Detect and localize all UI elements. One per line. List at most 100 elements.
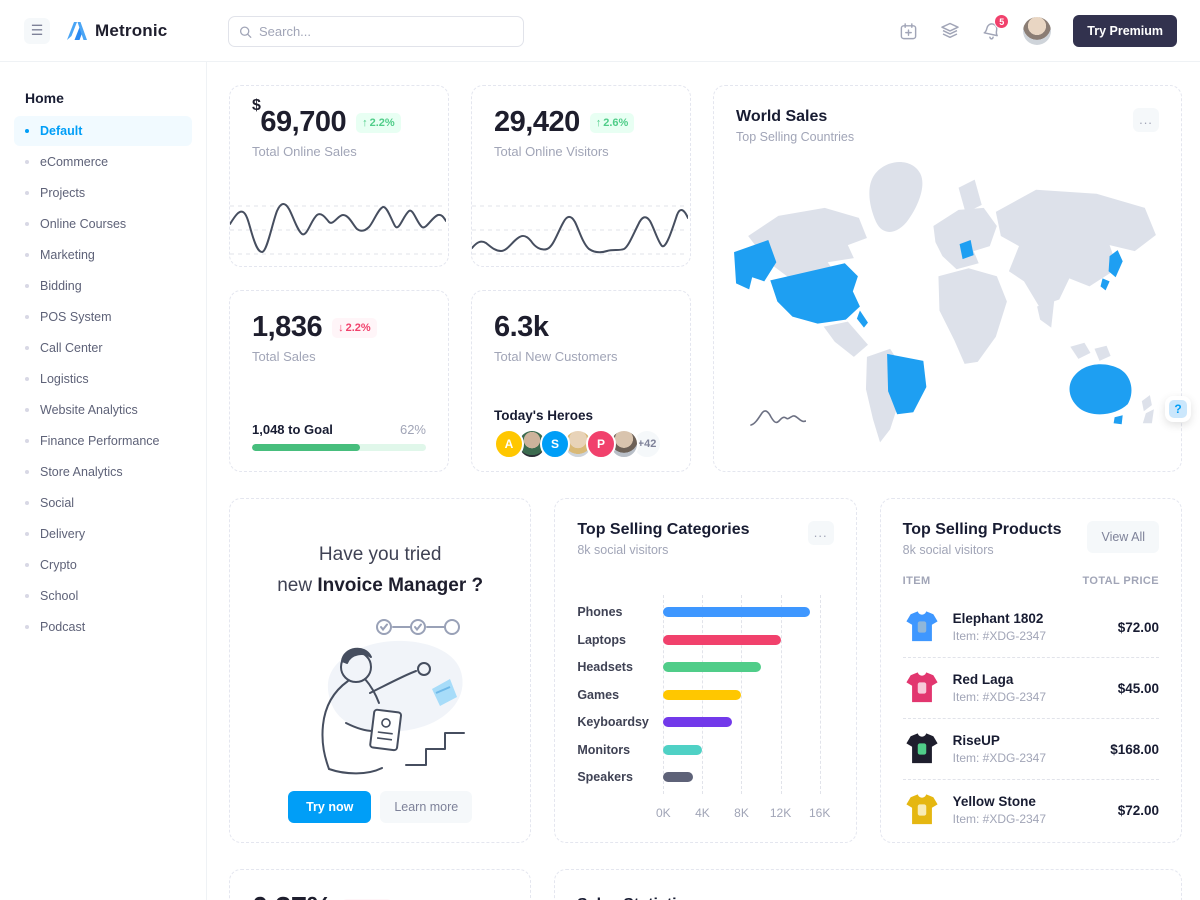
bullet-icon — [25, 377, 29, 381]
product-price: $45.00 — [1117, 680, 1159, 696]
product-price: $168.00 — [1110, 741, 1159, 757]
product-sku: Item: #XDG-2347 — [952, 812, 1047, 826]
sidebar-item-store-analytics[interactable]: Store Analytics — [14, 457, 192, 487]
bar-row: Laptops — [577, 629, 819, 651]
sidebar-item-finance-performance[interactable]: Finance Performance — [14, 426, 192, 456]
bar-row: Monitors — [577, 739, 819, 761]
categories-bar-chart: Phones Laptops Headsets Games Keyboardsy… — [577, 595, 821, 794]
product-sku: Item: #XDG-2347 — [952, 751, 1047, 765]
sidebar-item-social[interactable]: Social — [14, 488, 192, 518]
bullet-icon — [25, 439, 29, 443]
visitors-sparkline-chart — [472, 205, 688, 255]
search-input[interactable] — [258, 24, 513, 39]
hamburger-menu-icon[interactable]: ☰ — [24, 17, 50, 44]
sidebar-item-crypto[interactable]: Crypto — [14, 550, 192, 580]
view-all-button[interactable]: View All — [1087, 521, 1159, 553]
sidebar-item-pos-system[interactable]: POS System — [14, 302, 192, 332]
col-item: ITEM — [902, 575, 931, 587]
bar-row: Games — [577, 684, 819, 706]
total-sales-value: 1,836 — [252, 311, 323, 343]
sidebar-item-delivery[interactable]: Delivery — [14, 519, 192, 549]
ellipsis-menu-icon[interactable]: ... — [1133, 108, 1159, 132]
help-button[interactable]: ? — [1165, 396, 1191, 422]
world-map-svg — [734, 161, 1156, 443]
table-row[interactable]: Red Laga Item: #XDG-2347 $45.00 — [902, 658, 1159, 719]
products-subtitle: 8k social visitors — [902, 543, 994, 557]
user-avatar[interactable] — [1023, 17, 1052, 45]
sidebar-item-school[interactable]: School — [14, 581, 192, 611]
online-sales-label: Total Online Sales — [252, 144, 357, 159]
bullet-icon — [25, 563, 29, 567]
product-name[interactable]: RiseUP — [952, 733, 1000, 748]
bar-games[interactable] — [663, 689, 742, 700]
sidebar-item-ecommerce[interactable]: eCommerce — [14, 147, 192, 177]
table-row[interactable]: RiseUP Item: #XDG-2347 $168.00 — [902, 719, 1159, 780]
layers-icon[interactable] — [940, 21, 960, 41]
table-row[interactable]: Yellow Stone Item: #XDG-2347 $72.00 — [903, 780, 1159, 840]
ellipsis-menu-icon[interactable]: ... — [807, 521, 834, 545]
sidebar-item-marketing[interactable]: Marketing — [14, 240, 192, 270]
map-mini-sparkline — [750, 410, 806, 426]
card-total-online-sales: $69,700 ↑ 2.2% Total Online Sales — [229, 85, 449, 267]
bar-monitors[interactable] — [663, 744, 703, 755]
invoice-illustration — [321, 619, 466, 775]
tshirt-thumbnail — [903, 608, 941, 646]
bar-speakers[interactable] — [663, 772, 693, 782]
online-visitors-delta-badge: ↑ 2.6% — [589, 112, 635, 133]
bar-laptops[interactable] — [663, 634, 781, 645]
bar-row: Keyboardsy — [577, 711, 819, 733]
card-conversion-rate: 0.37% ↑8.02% — [229, 869, 531, 900]
product-name[interactable]: Red Laga — [952, 672, 1014, 687]
table-row[interactable]: Elephant 1802 Item: #XDG-2347 $72.00 — [902, 597, 1159, 658]
total-sales-delta-badge: ↓ 2.2% — [332, 317, 377, 338]
tshirt-thumbnail — [903, 730, 941, 768]
sales-sparkline-chart — [230, 203, 446, 255]
try-premium-button[interactable]: Try Premium — [1073, 15, 1177, 47]
sidebar-item-projects[interactable]: Projects — [14, 178, 192, 208]
conversion-delta-badge: ↑8.02% — [341, 898, 393, 900]
conversion-value: 0.37% — [252, 892, 332, 900]
bullet-icon — [25, 470, 29, 474]
total-sales-label: Total Sales — [252, 349, 316, 364]
bullet-icon — [25, 160, 29, 164]
tshirt-thumbnail — [903, 669, 941, 707]
bar-keyboardsy[interactable] — [663, 717, 732, 727]
sidebar-item-call-center[interactable]: Call Center — [14, 333, 192, 363]
sidebar-item-logistics[interactable]: Logistics — [14, 364, 192, 394]
product-sku: Item: #XDG-2347 — [952, 690, 1047, 704]
product-name[interactable]: Elephant 1802 — [952, 611, 1044, 626]
bullet-icon — [25, 315, 29, 319]
bar-headsets[interactable] — [663, 662, 762, 672]
bullet-icon — [25, 129, 29, 133]
goal-label: 1,048 to Goal — [252, 422, 333, 437]
brand-name: Metronic — [95, 20, 168, 40]
online-sales-delta-badge: ↑ 2.2% — [356, 112, 401, 133]
bullet-icon — [25, 625, 29, 629]
avatar-more-count[interactable]: +42 — [632, 429, 662, 459]
sidebar-item-podcast[interactable]: Podcast — [14, 612, 192, 642]
avatar-initial[interactable]: S — [540, 429, 570, 459]
world-map[interactable] — [726, 148, 1169, 463]
learn-more-button[interactable]: Learn more — [380, 791, 473, 823]
sidebar-item-website-analytics[interactable]: Website Analytics — [14, 395, 192, 425]
bar-phones[interactable] — [663, 607, 810, 617]
metronic-logo-icon — [67, 21, 87, 40]
top-header: ☰ Metronic — [0, 0, 1200, 62]
sidebar-item-default[interactable]: Default — [14, 116, 192, 146]
product-price: $72.00 — [1117, 802, 1159, 818]
bullet-icon — [25, 191, 29, 195]
sidebar-item-online-courses[interactable]: Online Courses — [14, 209, 192, 239]
search-bar[interactable] — [228, 16, 524, 47]
sidebar-item-bidding[interactable]: Bidding — [14, 271, 192, 301]
bullet-icon — [25, 501, 29, 505]
world-sales-title: World Sales — [736, 108, 828, 125]
new-customers-value: 6.3k — [494, 311, 549, 343]
calendar-add-icon[interactable] — [899, 22, 918, 41]
try-now-button[interactable]: Try now — [288, 791, 372, 823]
bar-row: Speakers — [577, 766, 819, 788]
brand-logo[interactable]: Metronic — [66, 21, 167, 41]
avatar-initial[interactable]: P — [586, 429, 616, 459]
notifications-bell-icon[interactable]: 5 — [982, 14, 1010, 41]
avatar-initial[interactable]: A — [494, 429, 524, 459]
product-name[interactable]: Yellow Stone — [952, 794, 1036, 809]
